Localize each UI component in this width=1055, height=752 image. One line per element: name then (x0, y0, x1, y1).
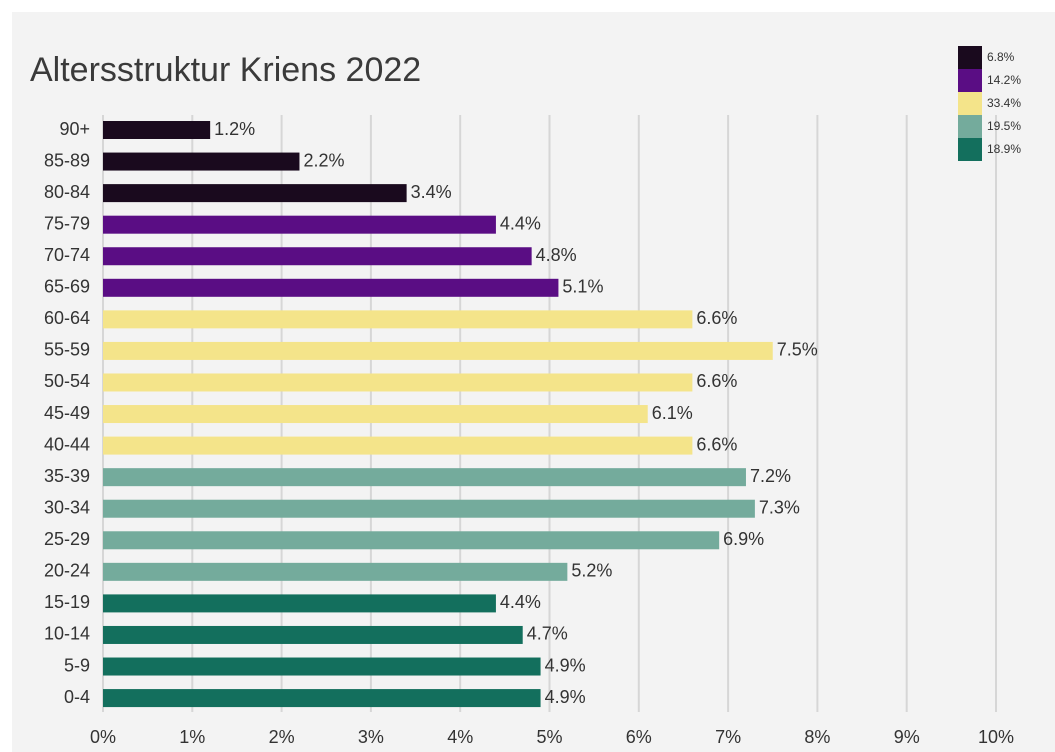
y-tick-label: 65-69 (44, 277, 90, 297)
y-tick-label: 85-89 (44, 150, 90, 170)
data-label: 7.3% (759, 497, 800, 517)
y-tick-label: 20-24 (44, 561, 90, 581)
data-label: 5.2% (571, 561, 612, 581)
bar (103, 562, 568, 581)
data-label: 5.1% (562, 277, 603, 297)
y-tick-label: 25-29 (44, 529, 90, 549)
bar (103, 689, 541, 708)
data-label: 2.2% (303, 150, 344, 170)
data-label: 4.9% (545, 687, 586, 707)
bar (103, 531, 720, 550)
legend-swatch (958, 69, 982, 92)
x-tick-label: 3% (358, 727, 384, 747)
legend-label: 14.2% (987, 73, 1021, 87)
x-tick-label: 7% (715, 727, 741, 747)
data-label: 6.9% (723, 529, 764, 549)
bar (103, 657, 541, 676)
y-tick-label: 70-74 (44, 245, 90, 265)
x-tick-label: 1% (179, 727, 205, 747)
bar (103, 121, 211, 139)
y-tick-label: 35-39 (44, 466, 90, 486)
data-label: 4.4% (500, 213, 541, 233)
bar (103, 152, 300, 171)
data-label: 1.2% (214, 119, 255, 139)
bar (103, 594, 496, 613)
y-tick-label: 40-44 (44, 434, 90, 454)
y-tick-label: 15-19 (44, 592, 90, 612)
bar (103, 247, 532, 266)
legend-label: 18.9% (987, 142, 1021, 156)
y-tick-label: 90+ (59, 119, 90, 139)
x-tick-label: 8% (804, 727, 830, 747)
bar (103, 499, 755, 518)
data-label: 6.6% (696, 308, 737, 328)
bar (103, 436, 693, 455)
legend-swatch (958, 92, 982, 115)
data-label: 6.6% (696, 434, 737, 454)
y-tick-label: 0-4 (64, 687, 90, 707)
bar (103, 341, 773, 360)
y-tick-label: 5-9 (64, 655, 90, 675)
y-tick-label: 50-54 (44, 371, 90, 391)
bar (103, 405, 648, 424)
chart-title: Altersstruktur Kriens 2022 (30, 51, 421, 89)
x-tick-label: 0% (90, 727, 116, 747)
bar (103, 373, 693, 392)
legend-swatch (958, 46, 982, 69)
y-tick-label: 10-14 (44, 624, 90, 644)
y-tick-label: 75-79 (44, 213, 90, 233)
y-tick-label: 55-59 (44, 340, 90, 360)
x-tick-label: 10% (978, 727, 1014, 747)
data-label: 4.8% (536, 245, 577, 265)
bar (103, 215, 496, 234)
data-label: 7.5% (777, 340, 818, 360)
x-tick-label: 4% (447, 727, 473, 747)
data-label: 4.7% (527, 624, 568, 644)
bar (103, 278, 559, 297)
y-tick-label: 60-64 (44, 308, 90, 328)
data-label: 4.9% (545, 655, 586, 675)
x-tick-label: 9% (894, 727, 920, 747)
y-tick-label: 80-84 (44, 182, 90, 202)
data-label: 6.6% (696, 371, 737, 391)
data-label: 7.2% (750, 466, 791, 486)
y-tick-label: 30-34 (44, 497, 90, 517)
legend-swatch (958, 138, 982, 161)
bar (103, 184, 407, 203)
legend-swatch (958, 115, 982, 138)
legend-label: 33.4% (987, 96, 1021, 110)
data-label: 3.4% (411, 182, 452, 202)
x-tick-label: 2% (269, 727, 295, 747)
x-tick-label: 6% (626, 727, 652, 747)
bar (103, 625, 523, 644)
bar (103, 310, 693, 329)
y-tick-label: 45-49 (44, 403, 90, 423)
legend-label: 19.5% (987, 119, 1021, 133)
x-tick-label: 5% (536, 727, 562, 747)
bar (103, 468, 746, 487)
data-label: 4.4% (500, 592, 541, 612)
data-label: 6.1% (652, 403, 693, 423)
legend-label: 6.8% (987, 50, 1015, 64)
